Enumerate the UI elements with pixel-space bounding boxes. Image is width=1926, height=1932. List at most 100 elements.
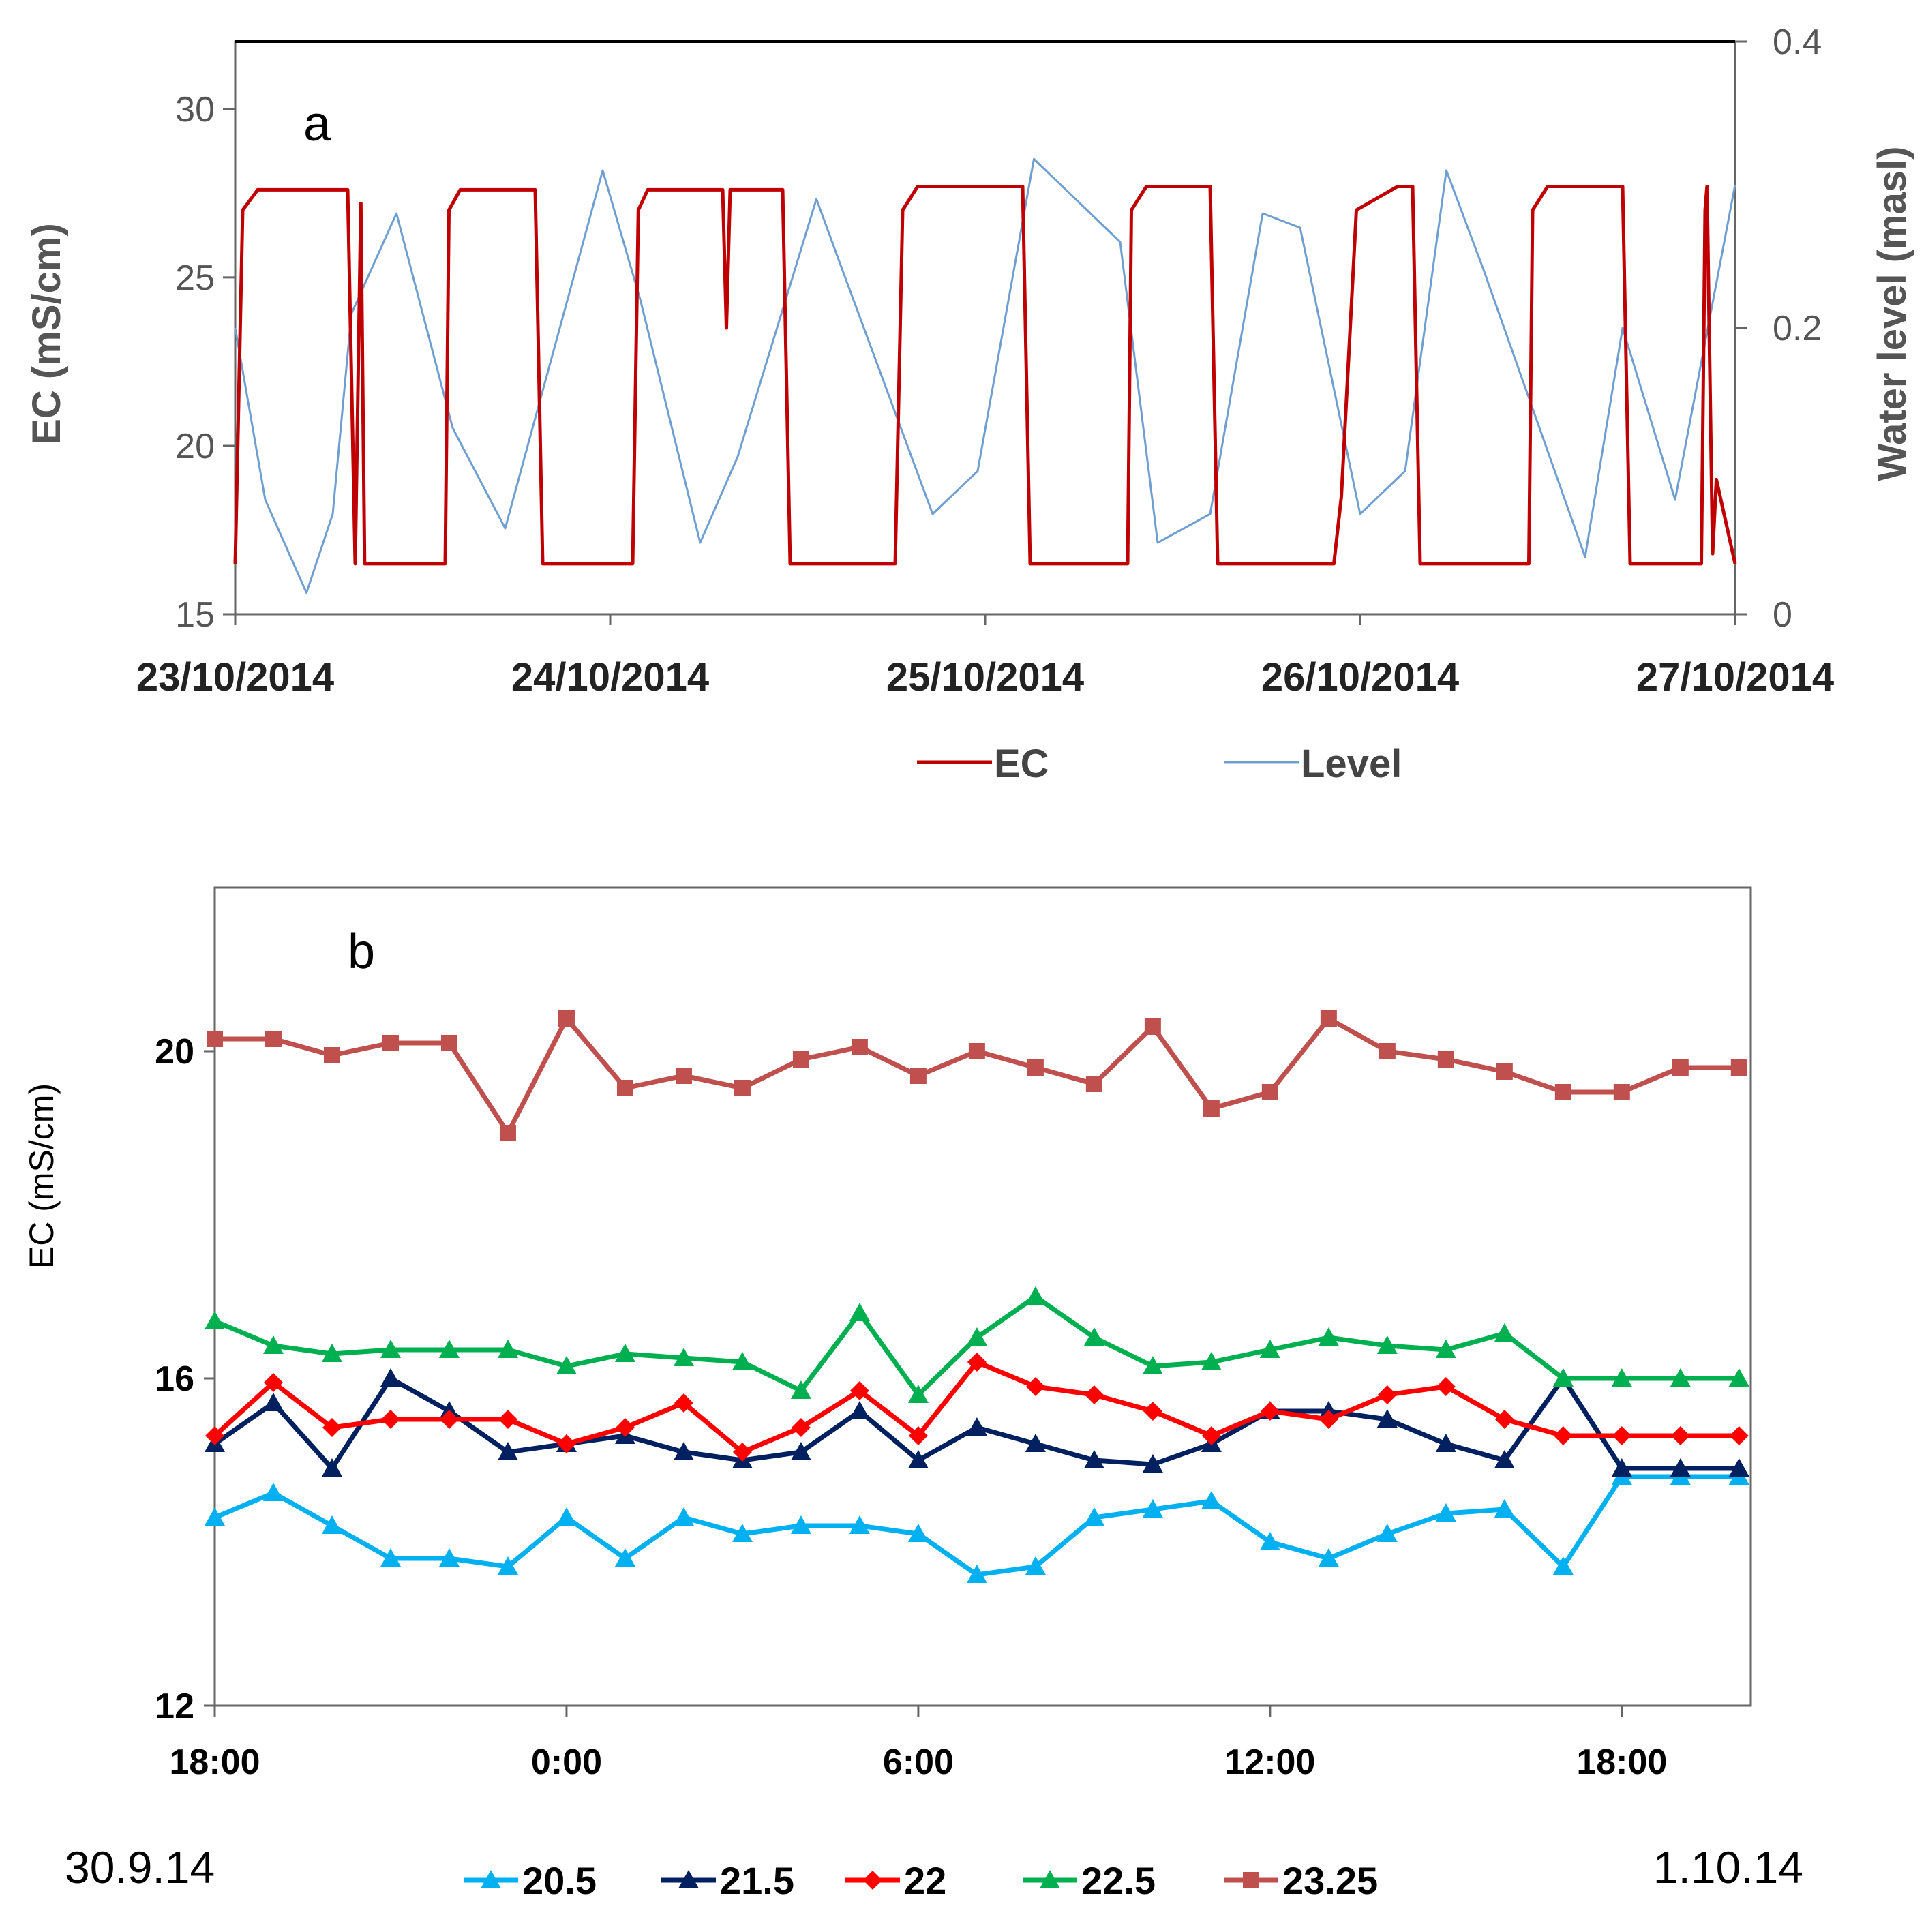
x-tick-label: 18:00 <box>1576 1742 1667 1782</box>
data-point <box>1376 1409 1398 1428</box>
data-point <box>1728 1458 1749 1477</box>
data-point <box>1435 1434 1456 1452</box>
data-point <box>439 1410 459 1429</box>
data-point <box>1318 1327 1339 1346</box>
data-point <box>675 1068 692 1084</box>
data-point <box>966 1417 987 1436</box>
data-point <box>321 1515 342 1534</box>
data-point <box>614 1548 635 1567</box>
data-point <box>1319 1410 1338 1429</box>
panel-a-y-axis-label: EC (mS/cm) <box>25 223 69 445</box>
data-point <box>1672 1059 1689 1076</box>
data-point <box>262 1335 284 1354</box>
data-point <box>967 1353 987 1372</box>
data-point <box>323 1047 340 1063</box>
data-point <box>498 1410 517 1429</box>
data-point <box>499 1125 516 1141</box>
data-point <box>1435 1503 1456 1522</box>
panel-a-legend: EC Level <box>917 742 1402 786</box>
data-point <box>790 1442 811 1460</box>
data-point <box>1670 1458 1691 1477</box>
data-point <box>673 1348 694 1366</box>
panel-a-plot-area <box>234 40 1736 616</box>
data-point <box>1611 1458 1632 1477</box>
data-point <box>732 1352 753 1370</box>
legend-marker <box>481 1870 501 1888</box>
data-point <box>380 1340 401 1358</box>
x-tick-label: 0:00 <box>531 1742 602 1782</box>
data-point <box>1611 1368 1632 1387</box>
panel-b-legend: 20.5 21.5 22 22.5 23.25 <box>464 1859 1378 1902</box>
data-point <box>1729 1426 1749 1445</box>
series-line-ec <box>233 185 1737 566</box>
data-point <box>1083 1327 1104 1346</box>
legend-label: 21.5 <box>720 1859 794 1902</box>
x-tick-label: 24/10/2014 <box>511 655 709 699</box>
data-point <box>1552 1368 1574 1387</box>
data-point <box>1203 1100 1220 1117</box>
series-23.25 <box>207 1010 1747 1141</box>
x-tick-label: 26/10/2014 <box>1261 655 1459 699</box>
data-point <box>1494 1499 1515 1518</box>
data-point <box>497 1442 518 1460</box>
panel-b-label: b <box>348 924 375 979</box>
data-point <box>673 1442 694 1460</box>
data-point <box>205 1426 224 1445</box>
data-point <box>1494 1323 1515 1342</box>
date-left-label: 30.9.14 <box>65 1842 215 1892</box>
series-20.5 <box>205 1466 1749 1583</box>
data-point <box>909 1068 927 1084</box>
data-point <box>849 1515 870 1534</box>
data-point <box>1376 1524 1398 1542</box>
data-point <box>438 1548 460 1567</box>
data-point <box>1670 1426 1690 1445</box>
data-point <box>966 1565 987 1583</box>
data-point <box>907 1385 929 1403</box>
data-point <box>791 1418 811 1437</box>
data-point <box>732 1524 753 1542</box>
data-point <box>1320 1010 1337 1027</box>
data-point <box>968 1043 985 1059</box>
data-point <box>1142 1356 1163 1374</box>
data-point <box>1552 1556 1574 1575</box>
y2-tick-label: 0.4 <box>1773 22 1822 62</box>
panel-a-y2-axis-label: Water level (masl) <box>1870 146 1914 481</box>
data-point <box>205 1507 225 1526</box>
data-point <box>1083 1450 1104 1468</box>
data-point <box>1025 1286 1046 1305</box>
legend-marker <box>1040 1870 1060 1888</box>
data-point <box>790 1515 811 1534</box>
data-point <box>849 1303 870 1321</box>
data-point <box>1670 1368 1691 1387</box>
series-22 <box>205 1353 1749 1462</box>
data-point <box>1376 1335 1398 1354</box>
panel-a-label: a <box>303 97 331 151</box>
data-point <box>673 1507 694 1526</box>
data-point <box>322 1418 342 1437</box>
data-point <box>1730 1059 1747 1076</box>
data-point <box>908 1426 928 1445</box>
data-point <box>790 1380 811 1399</box>
data-point <box>734 1080 751 1096</box>
data-point <box>321 1458 342 1477</box>
data-point <box>262 1393 284 1411</box>
data-point <box>1260 1402 1280 1421</box>
data-point <box>1496 1063 1513 1080</box>
data-point <box>1379 1043 1396 1059</box>
legend-marker <box>1243 1872 1259 1888</box>
panel-b-plot-area <box>213 886 1752 1707</box>
y-tick-label: 12 <box>155 1687 194 1726</box>
data-point <box>1142 1499 1163 1518</box>
y2-tick-label: 0 <box>1773 595 1792 635</box>
x-tick-label: 25/10/2014 <box>886 655 1084 699</box>
data-point <box>674 1393 693 1413</box>
data-point <box>380 1368 401 1387</box>
data-point <box>907 1450 929 1468</box>
data-point <box>1554 1084 1571 1100</box>
data-point <box>1437 1051 1454 1068</box>
data-point <box>1259 1532 1280 1550</box>
data-point <box>1436 1377 1456 1396</box>
series-22.5 <box>205 1286 1749 1403</box>
data-point <box>1027 1059 1044 1076</box>
